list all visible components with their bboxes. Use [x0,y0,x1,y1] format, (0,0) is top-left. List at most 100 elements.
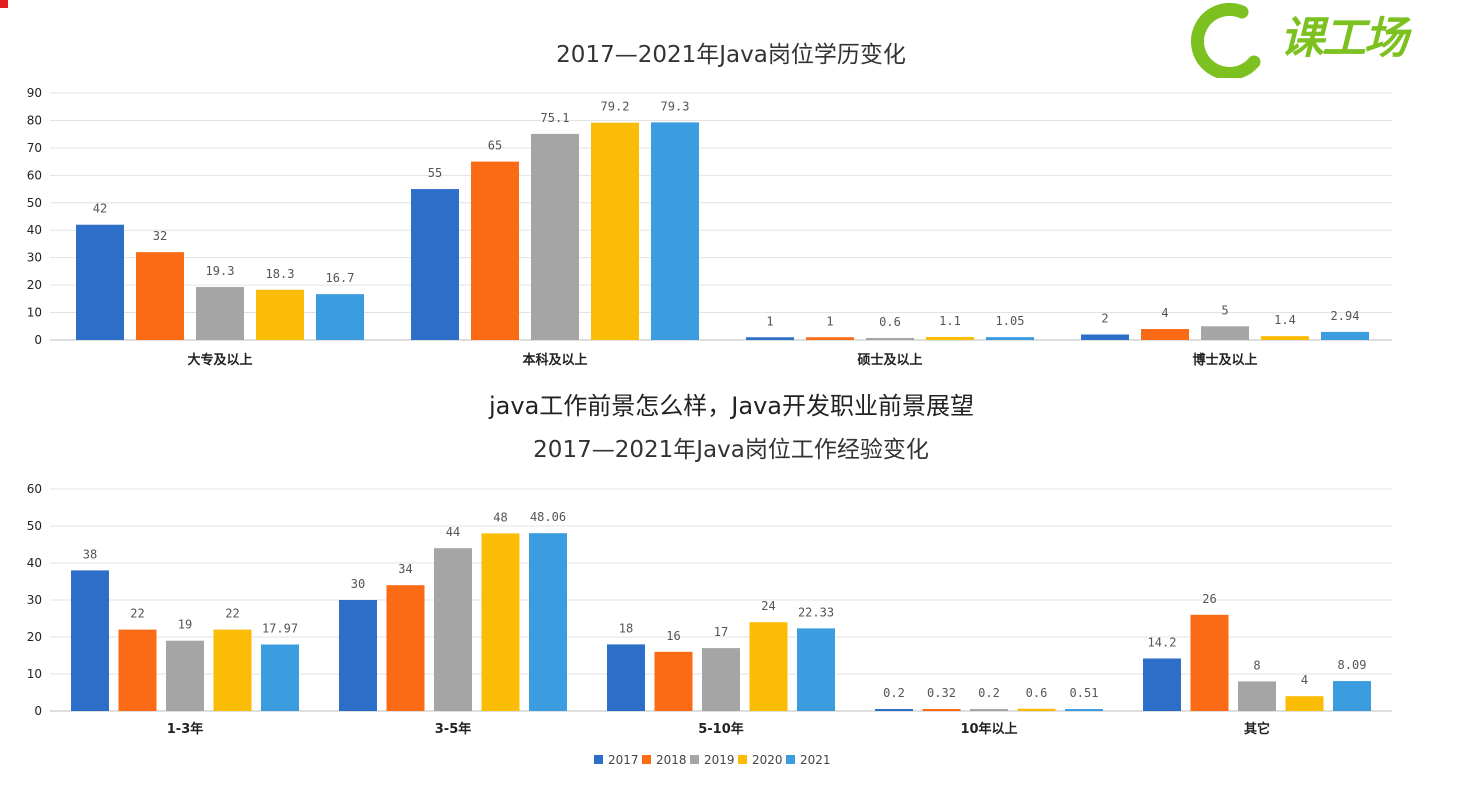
bar-2018 [118,629,157,711]
data-label: 5 [1221,303,1228,317]
bar-2019 [1238,681,1276,711]
c-arc-logo-icon [1191,2,1261,80]
data-label: 48.06 [530,510,566,524]
chart-title-1: 2017—2021年Java岗位工作经验变化 [533,437,929,463]
data-label: 32 [153,229,167,243]
data-label: 1.4 [1274,313,1296,327]
bar-2018 [1141,329,1189,340]
y-tick-label: 0 [34,704,42,718]
data-label: 18 [619,621,633,635]
bar-2020 [481,533,520,711]
bar-2017 [76,224,124,340]
y-tick-label: 60 [27,482,42,496]
bar-2021 [986,337,1034,340]
data-label: 19 [178,618,192,632]
logo-text: 课工场 [1280,13,1408,64]
y-tick-label: 40 [27,223,42,237]
legend-entry: 2018 [656,753,687,767]
corner-mark [0,0,8,8]
y-tick-label: 80 [27,113,42,127]
bar-2021 [797,628,835,711]
data-label: 26 [1202,592,1216,606]
bar-2021 [1065,709,1103,711]
bar-2020 [926,336,974,340]
category-label: 1-3年 [167,721,204,737]
data-label: 2.94 [1331,309,1360,323]
legend-entry: 2017 [608,753,639,767]
data-label: 22 [130,607,144,621]
data-label: 0.2 [978,686,1000,700]
bar-2018 [654,651,693,711]
data-label: 55 [428,166,442,180]
data-label: 8 [1253,658,1260,672]
data-label: 18.3 [266,267,295,281]
data-label: 22.33 [798,605,834,619]
data-label: 75.1 [541,111,570,125]
data-label: 0.32 [927,686,956,700]
data-label: 24 [761,599,775,613]
bar-2019 [1201,326,1249,340]
legend-swatch [594,755,603,764]
bar-2019 [196,287,244,340]
bar-2019 [166,640,204,711]
y-tick-label: 50 [27,196,42,210]
bar-2017 [339,600,377,711]
legend-swatch [642,755,651,764]
y-tick-label: 70 [27,141,42,155]
category-label: 10年以上 [960,721,1017,737]
bar-2018 [922,709,961,711]
data-label: 79.2 [601,100,630,114]
bar-2020 [1285,696,1324,711]
data-label: 1 [826,314,833,328]
chart-title-0: 2017—2021年Java岗位学历变化 [556,42,906,68]
data-label: 0.2 [883,686,905,700]
bar-2021 [529,533,567,711]
bar-2019 [866,338,914,340]
data-label: 17.97 [262,622,298,636]
bar-2017 [1143,658,1181,711]
bar-2021 [651,122,699,340]
legend-swatch [738,755,747,764]
bar-2017 [411,189,459,340]
data-label: 38 [83,547,97,561]
bar-2021 [1333,681,1371,711]
category-label: 其它 [1244,721,1270,737]
category-label: 5-10年 [698,721,744,737]
bar-2019 [531,133,579,340]
data-label: 8.09 [1338,658,1367,672]
data-label: 17 [714,625,728,639]
y-tick-label: 20 [27,278,42,292]
data-label: 16.7 [326,271,355,285]
data-label: 4 [1161,306,1168,320]
y-tick-label: 10 [27,306,42,320]
y-tick-label: 50 [27,519,42,533]
data-label: 44 [446,525,460,539]
y-tick-label: 0 [34,333,42,347]
legend-swatch [690,755,699,764]
bar-2020 [1261,336,1309,340]
overlay-caption: java工作前景怎么样，Java开发职业前景展望 [489,392,974,420]
category-label: 大专及以上 [187,352,252,368]
data-label: 19.3 [206,264,235,278]
data-label: 16 [666,629,680,643]
data-label: 14.2 [1148,635,1177,649]
bar-2019 [970,709,1008,711]
bar-2017 [875,709,913,711]
bar-2021 [316,294,364,340]
bar-2018 [1190,614,1229,711]
bar-2017 [746,337,794,340]
bar-2017 [607,644,645,711]
bar-2019 [434,548,472,711]
bar-2017 [1081,334,1129,340]
category-label: 硕士及以上 [857,352,922,368]
data-label: 0.51 [1070,686,1099,700]
data-label: 1.1 [939,314,961,328]
legend-entry: 2021 [800,753,831,767]
data-label: 42 [93,202,107,216]
category-label: 3-5年 [435,721,472,737]
legend-swatch [786,755,795,764]
bar-2018 [806,337,854,340]
logo: 课工场 [1180,0,1463,80]
category-label: 本科及以上 [522,352,587,368]
